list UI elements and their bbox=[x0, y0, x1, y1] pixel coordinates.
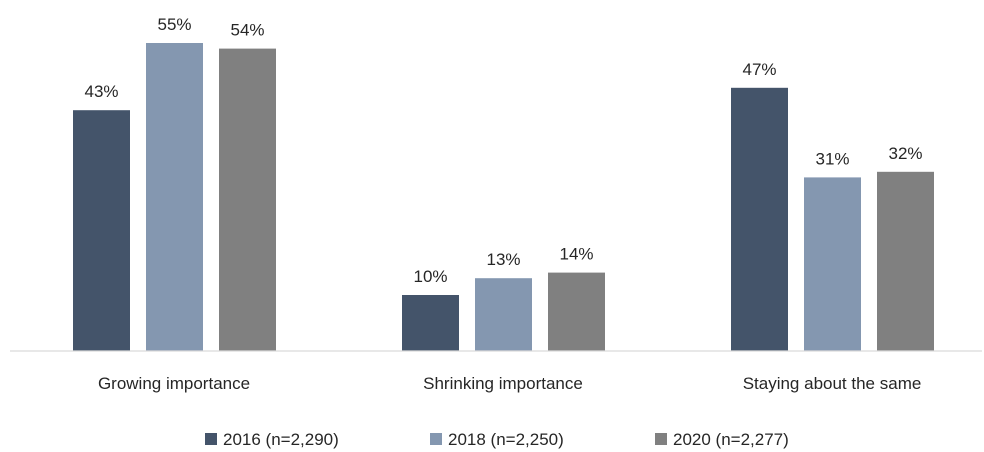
bar-shrinking-2020 bbox=[548, 272, 605, 351]
bars-layer bbox=[73, 43, 934, 352]
value-label-same-2016: 47% bbox=[742, 60, 776, 79]
bar-shrinking-2016 bbox=[402, 295, 459, 351]
bar-growing-2020 bbox=[219, 48, 276, 351]
value-label-same-2020: 32% bbox=[888, 144, 922, 163]
bar-growing-2016 bbox=[73, 110, 130, 351]
value-label-shrinking-2018: 13% bbox=[486, 250, 520, 269]
legend-swatch-2016 bbox=[205, 433, 217, 445]
legend-swatch-2020 bbox=[655, 433, 667, 445]
category-labels-layer: Growing importance Shrinking importance … bbox=[98, 374, 921, 393]
bar-same-2020 bbox=[877, 171, 934, 351]
bar-growing-2018 bbox=[146, 43, 203, 351]
value-label-growing-2018: 55% bbox=[157, 15, 191, 34]
legend-label-2020: 2020 (n=2,277) bbox=[673, 430, 789, 449]
value-label-shrinking-2020: 14% bbox=[559, 245, 593, 264]
bar-shrinking-2018 bbox=[475, 278, 532, 351]
legend-swatch-2018 bbox=[430, 433, 442, 445]
value-label-same-2018: 31% bbox=[815, 149, 849, 168]
value-labels-layer: 43% 55% 54% 10% 13% 14% 47% 31% 32% bbox=[84, 15, 922, 286]
category-label-same: Staying about the same bbox=[743, 374, 922, 393]
category-label-shrinking: Shrinking importance bbox=[423, 374, 583, 393]
legend-label-2016: 2016 (n=2,290) bbox=[223, 430, 339, 449]
value-label-growing-2020: 54% bbox=[230, 21, 264, 40]
legend-label-2018: 2018 (n=2,250) bbox=[448, 430, 564, 449]
category-label-growing: Growing importance bbox=[98, 374, 250, 393]
bar-same-2018 bbox=[804, 177, 861, 351]
bar-same-2016 bbox=[731, 87, 788, 352]
legend: 2016 (n=2,290) 2018 (n=2,250) 2020 (n=2,… bbox=[205, 430, 789, 449]
value-label-growing-2016: 43% bbox=[84, 82, 118, 101]
value-label-shrinking-2016: 10% bbox=[413, 267, 447, 286]
